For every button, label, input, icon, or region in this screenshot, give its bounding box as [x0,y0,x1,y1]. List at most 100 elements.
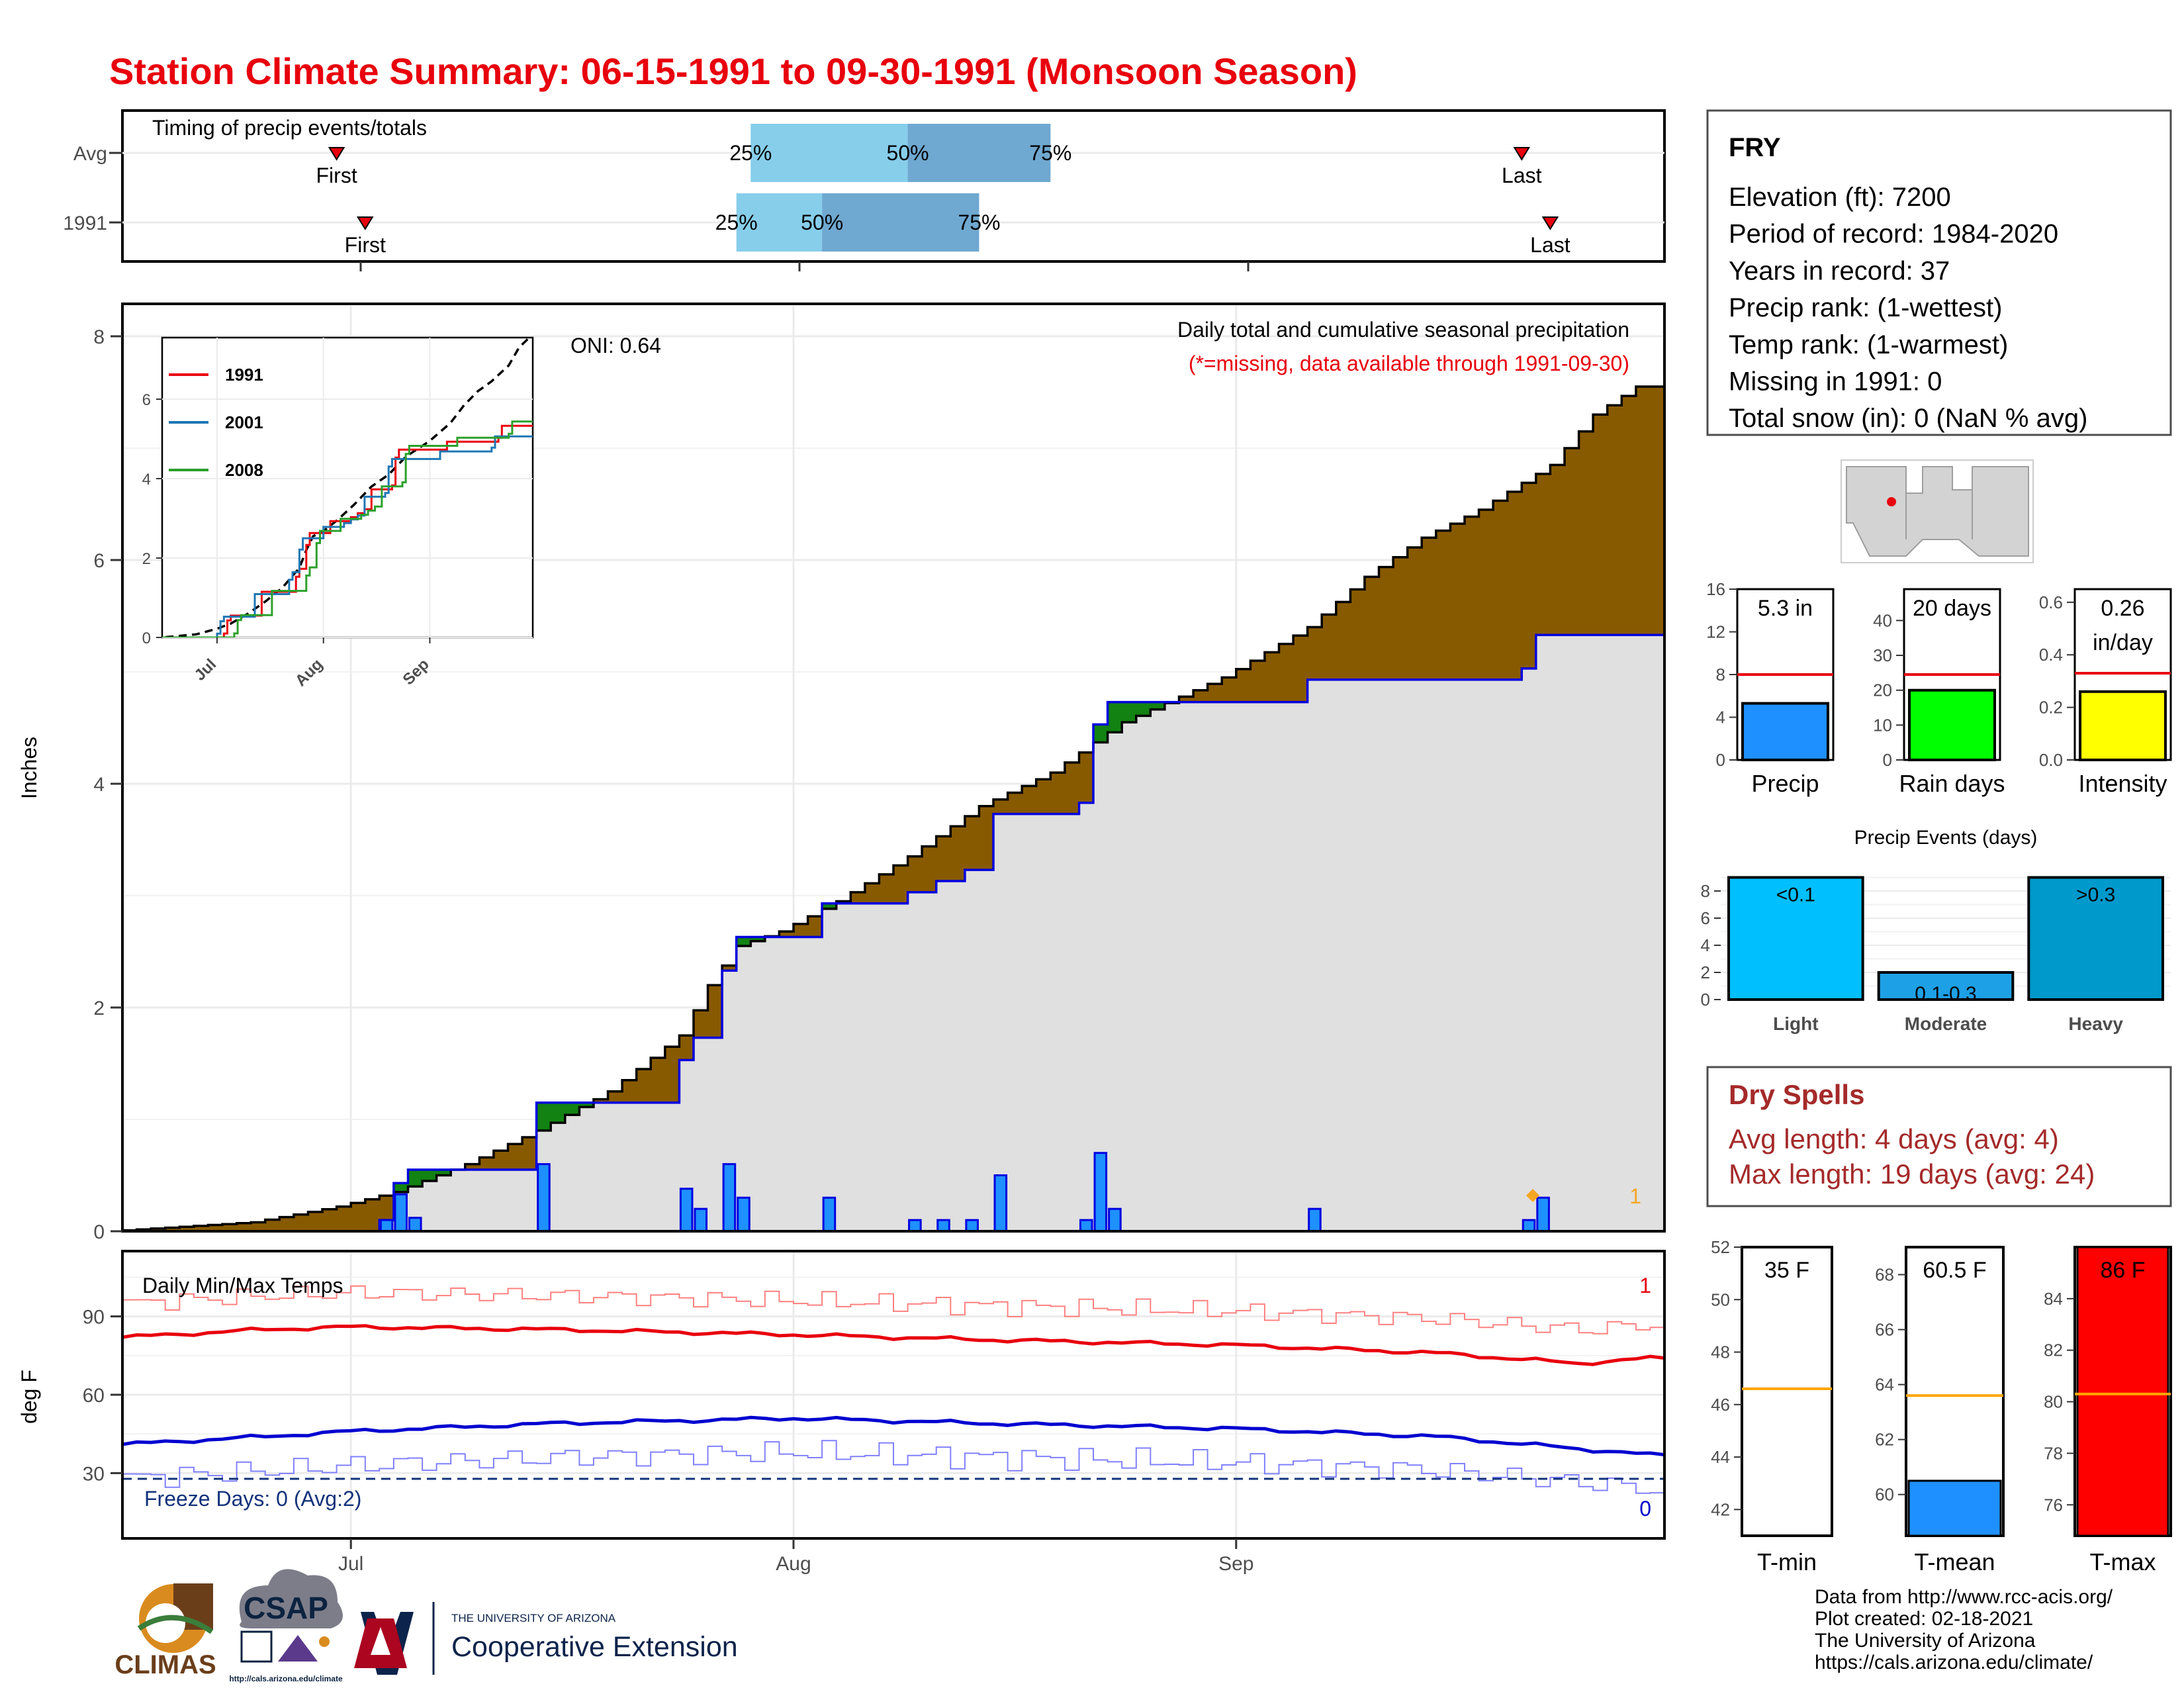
timing-last-marker [1541,216,1559,230]
summary-ytick-label: 4 [1716,708,1725,727]
temp-ytick-label: 60 [1875,1485,1894,1505]
summary-ytick-label: 0.6 [2039,592,2063,612]
observed-cumulative-area [122,635,1664,1231]
timing-p50-label: 50% [887,141,929,165]
temp-panel: 30 60 90 Daily Min/Max Temps Freeze Days: … [17,1250,1666,1575]
missing-count: 1 [1629,1184,1641,1208]
timing-panel: Timing of precip events/totals Avg 1991 … [63,109,1666,271]
min-count: 0 [1639,1497,1651,1521]
summary-ytick-label: 0 [1883,750,1892,770]
precip-ytick-label: 0 [93,1221,105,1243]
daily-precip-bar [965,1219,979,1231]
station-info-line: Years in record: 37 [1729,256,1950,285]
temp-title: Daily Min/Max Temps [142,1274,343,1297]
location-map [1841,459,2034,563]
timing-first-marker [356,216,374,230]
timing-first-marker [328,147,345,161]
precip-panel: 0 2 4 6 8 Inches ONI: 0.64 Daily total and c… [17,303,1666,1243]
station-location-marker [1887,497,1896,506]
temp-ytick-label: 64 [1875,1375,1894,1395]
events-title: Precip Events (days) [1854,827,2038,849]
timing-q1-bar [736,193,823,252]
summary-value-label: 5.3 in [1758,596,1813,621]
csap-url: http://cals.arizona.edu/climate [229,1674,343,1683]
summary-ytick-label: 30 [1873,645,1892,665]
daily-precip-bar [1093,1152,1108,1231]
xtick-label: Sep [1218,1553,1253,1575]
summary-ytick-label: 16 [1706,579,1725,599]
summary-ytick-label: 0 [1716,750,1725,770]
observed-cumulative-line [122,633,1664,1231]
daily-precip-bar [408,1217,422,1231]
events-bar [2027,876,2164,1001]
events-ytick-label: 8 [1701,881,1710,901]
summary-unit-label: in/day [2093,630,2153,655]
daily-precip-bar [936,1219,950,1231]
summary-value-label: 0.26 [2101,596,2144,621]
ua-bottom-text: Cooperative Extension [451,1631,738,1663]
footer-line: https://cals.arizona.edu/climate/ [1815,1652,2093,1673]
daily-precip-bar [908,1219,922,1231]
events-bar-label: <0.1 [1776,884,1815,906]
footer: Data from http://www.rcc-acis.org/Plot c… [1815,1586,2113,1673]
inset-line-2001 [162,435,533,637]
avg-cumulative-line [122,385,1664,1231]
timing-last-label: Last [1530,233,1570,257]
events-ytick-label: 6 [1701,908,1710,928]
events-bar [1727,876,1864,1001]
temp-bar-2 [2076,1246,2169,1537]
station-info: FRY Elevation (ft): 7200 Period of record… [1706,109,2172,436]
summary-ytick-label: 10 [1873,715,1892,735]
dry-spells-box: Dry Spells Avg length: 4 days (avg: 4) M… [1706,1066,2172,1207]
temp-ytick-label: 30 [83,1463,105,1485]
daily-precip-bar [1536,1196,1550,1231]
summary-ytick-label: 0.4 [2039,645,2063,665]
precip-ytick-label: 6 [93,550,105,572]
inset-line-1991 [162,424,533,637]
inset-ytick-label: 2 [142,550,151,568]
timing-row-label-avg: Avg [73,143,107,165]
precip-ytick-label: 2 [93,998,105,1019]
events-category-label: Heavy [2068,1013,2123,1034]
events-bar-label: 0.1-0.3 [1915,983,1976,1005]
timing-q1-bar [751,124,908,182]
ua-logo: THE UNIVERSITY OF ARIZONA Cooperative Ex… [354,1602,738,1675]
footer-line: The University of Arizona [1815,1630,2036,1652]
temp-ytick-label: 46 [1711,1395,1730,1415]
dry-spells-max: Max length: 19 days (avg: 24) [1729,1158,2095,1190]
temp-axis-label: T-max [2089,1548,2156,1575]
avg-min-line [122,1415,1664,1457]
footer-line: Plot created: 02-18-2021 [1815,1608,2033,1630]
timing-first-label: First [345,233,386,257]
daily-precip-bar [722,1163,737,1231]
freeze-days: Freeze Days: 0 (Avg:2) [144,1487,361,1511]
temp-ytick-label: 78 [2044,1443,2063,1463]
dry-spells-avg: Avg length: 4 days (avg: 4) [1729,1123,2059,1154]
temp-ytick-label: 82 [2044,1340,2063,1360]
timing-q2-bar [822,193,979,252]
summary-axis-label: Intensity [2078,770,2167,797]
timing-q2-bar [907,124,1051,182]
temp-ytick-label: 50 [1711,1289,1730,1309]
summary-bar-1 [1908,688,1996,761]
dry-spells-title: Dry Spells [1729,1079,1864,1110]
timing-title: Timing of precip events/totals [152,116,427,140]
daily-precip-bar [537,1163,551,1231]
summary-axis-label: Precip [1751,770,1819,797]
timing-row-label-1991: 1991 [63,212,107,234]
events-bar-label: >0.3 [2076,884,2115,906]
oni-label: ONI: 0.64 [570,334,661,357]
ua-top-text: THE UNIVERSITY OF ARIZONA [451,1612,616,1624]
temp-ytick-label: 44 [1711,1447,1730,1467]
daily-precip-bar [1079,1219,1093,1231]
daily-precip-bar [1522,1219,1536,1231]
events-ytick-label: 0 [1701,990,1710,1009]
precip-ylabel: Inches [17,737,41,799]
temp-axis-label: T-mean [1914,1548,1995,1575]
inset-ytick-label: 6 [142,391,151,409]
inset-legend-label: 1991 [225,365,263,385]
avg-max-line [122,1324,1664,1366]
station-info-line: Elevation (ft): 7200 [1729,183,1951,212]
temp-bar-1 [1907,1479,2002,1537]
